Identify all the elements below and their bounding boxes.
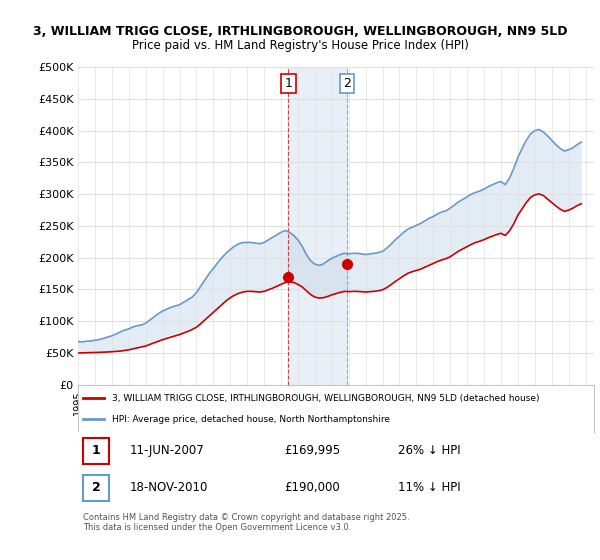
- Text: 2: 2: [343, 77, 350, 90]
- Bar: [289, 67, 347, 385]
- Text: 11% ↓ HPI: 11% ↓ HPI: [398, 482, 461, 494]
- Text: 3, WILLIAM TRIGG CLOSE, IRTHLINGBOROUGH, WELLINGBOROUGH, NN9 5LD: 3, WILLIAM TRIGG CLOSE, IRTHLINGBOROUGH,…: [33, 25, 567, 38]
- Text: Contains HM Land Registry data © Crown copyright and database right 2025.
This d: Contains HM Land Registry data © Crown c…: [83, 513, 410, 532]
- Text: £190,000: £190,000: [284, 482, 340, 494]
- Text: HPI: Average price, detached house, North Northamptonshire: HPI: Average price, detached house, Nort…: [112, 414, 389, 423]
- Text: 1: 1: [284, 77, 292, 90]
- FancyBboxPatch shape: [83, 475, 109, 501]
- Text: 2: 2: [92, 482, 100, 494]
- Text: 26% ↓ HPI: 26% ↓ HPI: [398, 445, 461, 458]
- Text: 1: 1: [92, 445, 100, 458]
- FancyBboxPatch shape: [83, 437, 109, 464]
- Text: £169,995: £169,995: [284, 445, 341, 458]
- Text: 18-NOV-2010: 18-NOV-2010: [130, 482, 208, 494]
- Text: 11-JUN-2007: 11-JUN-2007: [130, 445, 205, 458]
- Text: 3, WILLIAM TRIGG CLOSE, IRTHLINGBOROUGH, WELLINGBOROUGH, NN9 5LD (detached house: 3, WILLIAM TRIGG CLOSE, IRTHLINGBOROUGH,…: [112, 394, 539, 403]
- Text: Price paid vs. HM Land Registry's House Price Index (HPI): Price paid vs. HM Land Registry's House …: [131, 39, 469, 52]
